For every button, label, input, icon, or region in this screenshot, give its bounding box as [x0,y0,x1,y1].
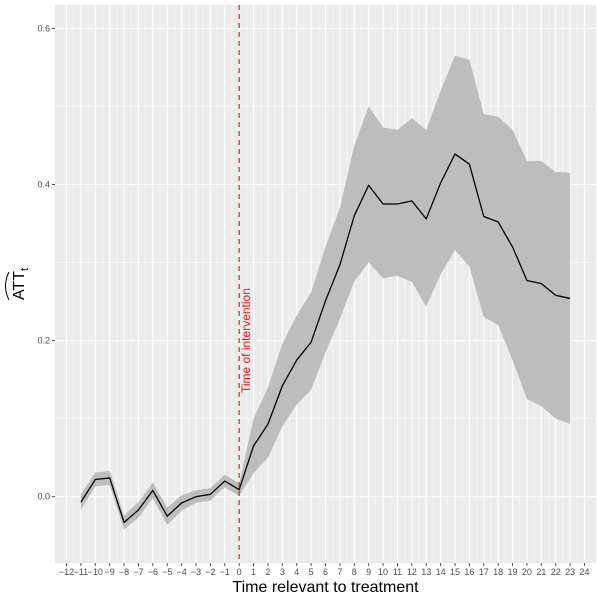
x-tick-label: 4 [294,567,299,577]
x-tick-label: 15 [450,567,460,577]
confidence-band [80,55,571,530]
x-tick-label: 24 [579,567,589,577]
y-tick-label: 0.6 [37,23,50,33]
x-tick-label: −1 [220,567,230,577]
x-tick-label: 1 [251,567,256,577]
x-tick-label: 11 [393,567,402,577]
y-tick-label: 0.0 [37,492,50,502]
intervention-label: Time of intervention [239,288,253,393]
x-axis-title: Time relevant to treatment [232,579,419,596]
x-tick-label: 19 [508,567,518,577]
x-tick-label: −10 [88,567,103,577]
y-tick-label: 0.4 [37,179,50,189]
x-tick-label: 9 [366,567,371,577]
x-tick-label: 2 [265,567,270,577]
x-tick-label: −4 [176,567,186,577]
x-tick-label: 18 [493,567,503,577]
y-axis-title-main: ATT [11,271,28,300]
intervention-marker: Time of intervention [238,5,253,563]
x-tick-label: 16 [464,567,474,577]
x-tick-label: −2 [205,567,215,577]
x-tick-label: 13 [421,567,431,577]
estimate-series [80,153,571,524]
x-tick-label: 7 [337,567,342,577]
x-tick-label: 20 [522,567,532,577]
grid-lines [55,5,596,563]
x-tick-label: 22 [551,567,561,577]
x-tick-label: 23 [565,567,575,577]
x-tick-label: 17 [479,567,489,577]
x-axis: −12 −11 −10 −9 −8 −7 −6 −5 −4 −3 −2 −1 0 1 2 3 4 5 6 7 8 9 10 1… [59,563,589,577]
x-tick-label: −3 [191,567,201,577]
x-tick-label: −5 [162,567,172,577]
x-tick-label: −11 [74,567,89,577]
confidence-ribbon [80,55,571,530]
y-axis-title-hat [5,271,10,301]
x-tick-label: 10 [378,567,388,577]
y-axis-title-subscript: t [19,268,31,271]
x-tick-label: 6 [323,567,328,577]
x-tick-label: −8 [119,567,129,577]
x-tick-label: 14 [436,567,446,577]
y-tick-label: 0.2 [37,336,50,346]
x-tick-label: 8 [352,567,357,577]
x-tick-label: −9 [105,567,115,577]
x-tick-label: −12 [59,567,74,577]
x-tick-label: 3 [280,567,285,577]
y-axis-title: ATTt [5,268,31,301]
x-tick-label: −6 [148,567,158,577]
y-axis-title-text: ATTt [11,268,31,300]
x-tick-label: 12 [407,567,417,577]
x-tick-label: 5 [309,567,314,577]
x-tick-label: −7 [133,567,143,577]
x-tick-label: 0 [237,567,242,577]
x-tick-label: 21 [536,567,546,577]
y-axis: 0.0 0.2 0.4 0.6 [37,23,55,502]
